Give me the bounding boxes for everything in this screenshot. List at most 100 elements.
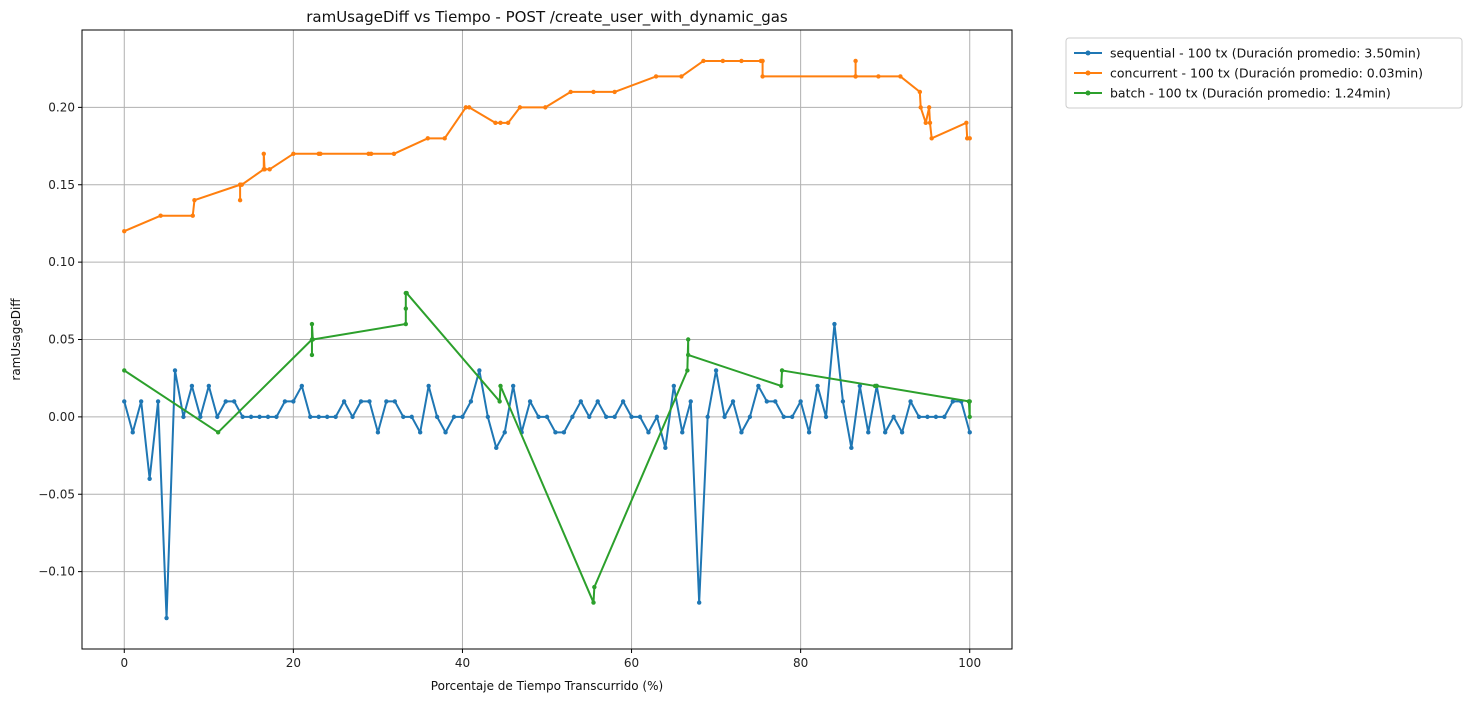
data-point [561, 430, 567, 435]
data-point [138, 399, 144, 404]
data-point [832, 321, 837, 327]
data-point [341, 399, 347, 404]
data-point [685, 368, 690, 373]
data-point [262, 167, 267, 172]
data-point [629, 414, 634, 420]
data-point [950, 399, 956, 404]
data-point [333, 414, 338, 420]
data-point [685, 352, 691, 358]
data-point [467, 105, 472, 110]
data-point [756, 383, 761, 389]
data-point [122, 368, 127, 373]
series-layer [122, 58, 972, 621]
data-point [257, 414, 262, 420]
data-point [967, 136, 972, 141]
data-point [760, 74, 765, 79]
data-point [318, 151, 323, 156]
data-point [215, 414, 220, 420]
data-point [764, 399, 770, 404]
data-point [882, 430, 888, 435]
data-point [653, 74, 659, 79]
data-point [760, 58, 765, 64]
data-point [671, 383, 677, 389]
data-point [685, 337, 691, 342]
data-point [350, 414, 355, 420]
data-point [798, 399, 803, 404]
data-point [308, 414, 313, 420]
data-point [485, 414, 491, 420]
legend-label: sequential - 100 tx (Duración promedio: … [1110, 46, 1421, 61]
data-point [679, 74, 684, 79]
data-point [853, 58, 858, 64]
data-point [926, 105, 932, 110]
data-point [806, 430, 812, 435]
data-point [781, 414, 786, 420]
data-point [460, 414, 465, 420]
data-point [426, 383, 431, 389]
data-point [917, 89, 923, 95]
data-point [908, 399, 913, 404]
y-tick-label: 0.20 [48, 100, 75, 114]
grid-layer [82, 30, 1012, 649]
data-point [595, 399, 600, 404]
data-point [404, 290, 409, 296]
data-point [368, 151, 374, 156]
data-point [603, 414, 609, 420]
data-point [964, 120, 969, 126]
data-point [192, 198, 197, 203]
data-point [261, 151, 266, 156]
data-point [544, 414, 550, 420]
data-point [493, 120, 498, 126]
data-point [392, 399, 398, 404]
data-point [578, 399, 584, 404]
data-point [857, 383, 863, 389]
data-point [477, 368, 482, 373]
data-point [592, 584, 597, 590]
data-point [840, 399, 846, 404]
data-point [309, 321, 315, 327]
data-point [181, 414, 186, 420]
x-tick-label: 0 [120, 656, 128, 670]
data-point [409, 414, 414, 420]
data-point [789, 414, 795, 420]
data-point [291, 399, 296, 404]
data-point [730, 399, 736, 404]
data-point [778, 383, 784, 389]
x-tick-label: 40 [455, 656, 470, 670]
data-point [494, 445, 499, 451]
data-point [130, 430, 135, 435]
series-2 [122, 58, 972, 234]
data-point [468, 399, 474, 404]
data-point [620, 399, 626, 404]
data-point [543, 105, 548, 110]
data-point [434, 414, 440, 420]
data-point [779, 368, 785, 373]
data-point [443, 430, 448, 435]
data-point [568, 89, 573, 95]
data-point [517, 105, 523, 110]
data-point [713, 368, 719, 373]
x-tick-label: 60 [624, 656, 639, 670]
data-point [815, 383, 820, 389]
data-point [164, 615, 169, 621]
data-point [498, 120, 503, 126]
data-point [680, 430, 685, 435]
data-point [967, 414, 972, 420]
data-point [722, 414, 727, 420]
data-point [591, 89, 596, 95]
data-point [158, 213, 163, 218]
data-point [451, 414, 457, 420]
series-line [123, 59, 970, 233]
legend-label: concurrent - 100 tx (Duración promedio: … [1110, 66, 1423, 81]
data-point [933, 414, 939, 420]
data-point [773, 399, 778, 404]
legend-entry: concurrent - 100 tx (Duración promedio: … [1074, 66, 1423, 81]
data-point [849, 445, 854, 451]
data-point [637, 414, 643, 420]
x-tick-label: 20 [286, 656, 301, 670]
y-tick-label: 0.15 [48, 178, 75, 192]
data-point [853, 74, 858, 79]
legend-swatch-marker [1085, 50, 1091, 56]
data-point [510, 383, 516, 389]
data-point [309, 352, 315, 358]
